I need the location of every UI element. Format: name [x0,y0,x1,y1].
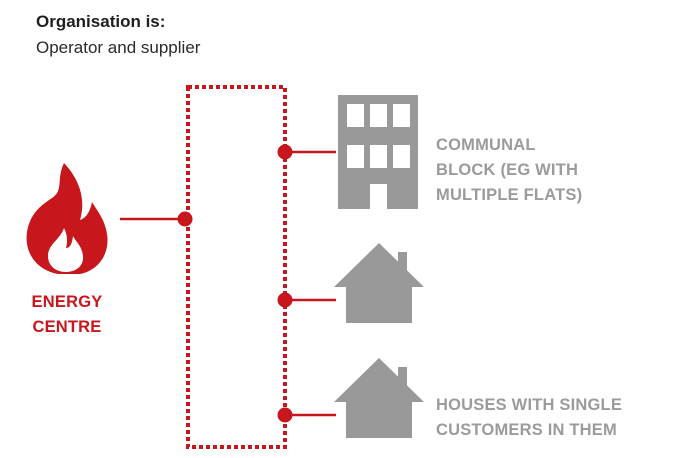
junction-dot-house-1 [278,293,293,308]
communal-block-label: COMMUNAL BLOCK (EG WITH MULTIPLE FLATS) [436,133,582,208]
flame-icon [27,163,108,274]
house-icon [334,358,424,438]
junction-dot-house-2 [278,408,293,423]
junction-dot-energy [178,212,193,227]
junction-dot-block [278,145,293,160]
distribution-loop [188,87,285,447]
house-icon [334,243,424,323]
houses-label: HOUSES WITH SINGLE CUSTOMERS IN THEM [436,393,622,443]
apartment-building-icon [338,95,418,209]
energy-centre-label: ENERGY CENTRE [22,290,112,340]
